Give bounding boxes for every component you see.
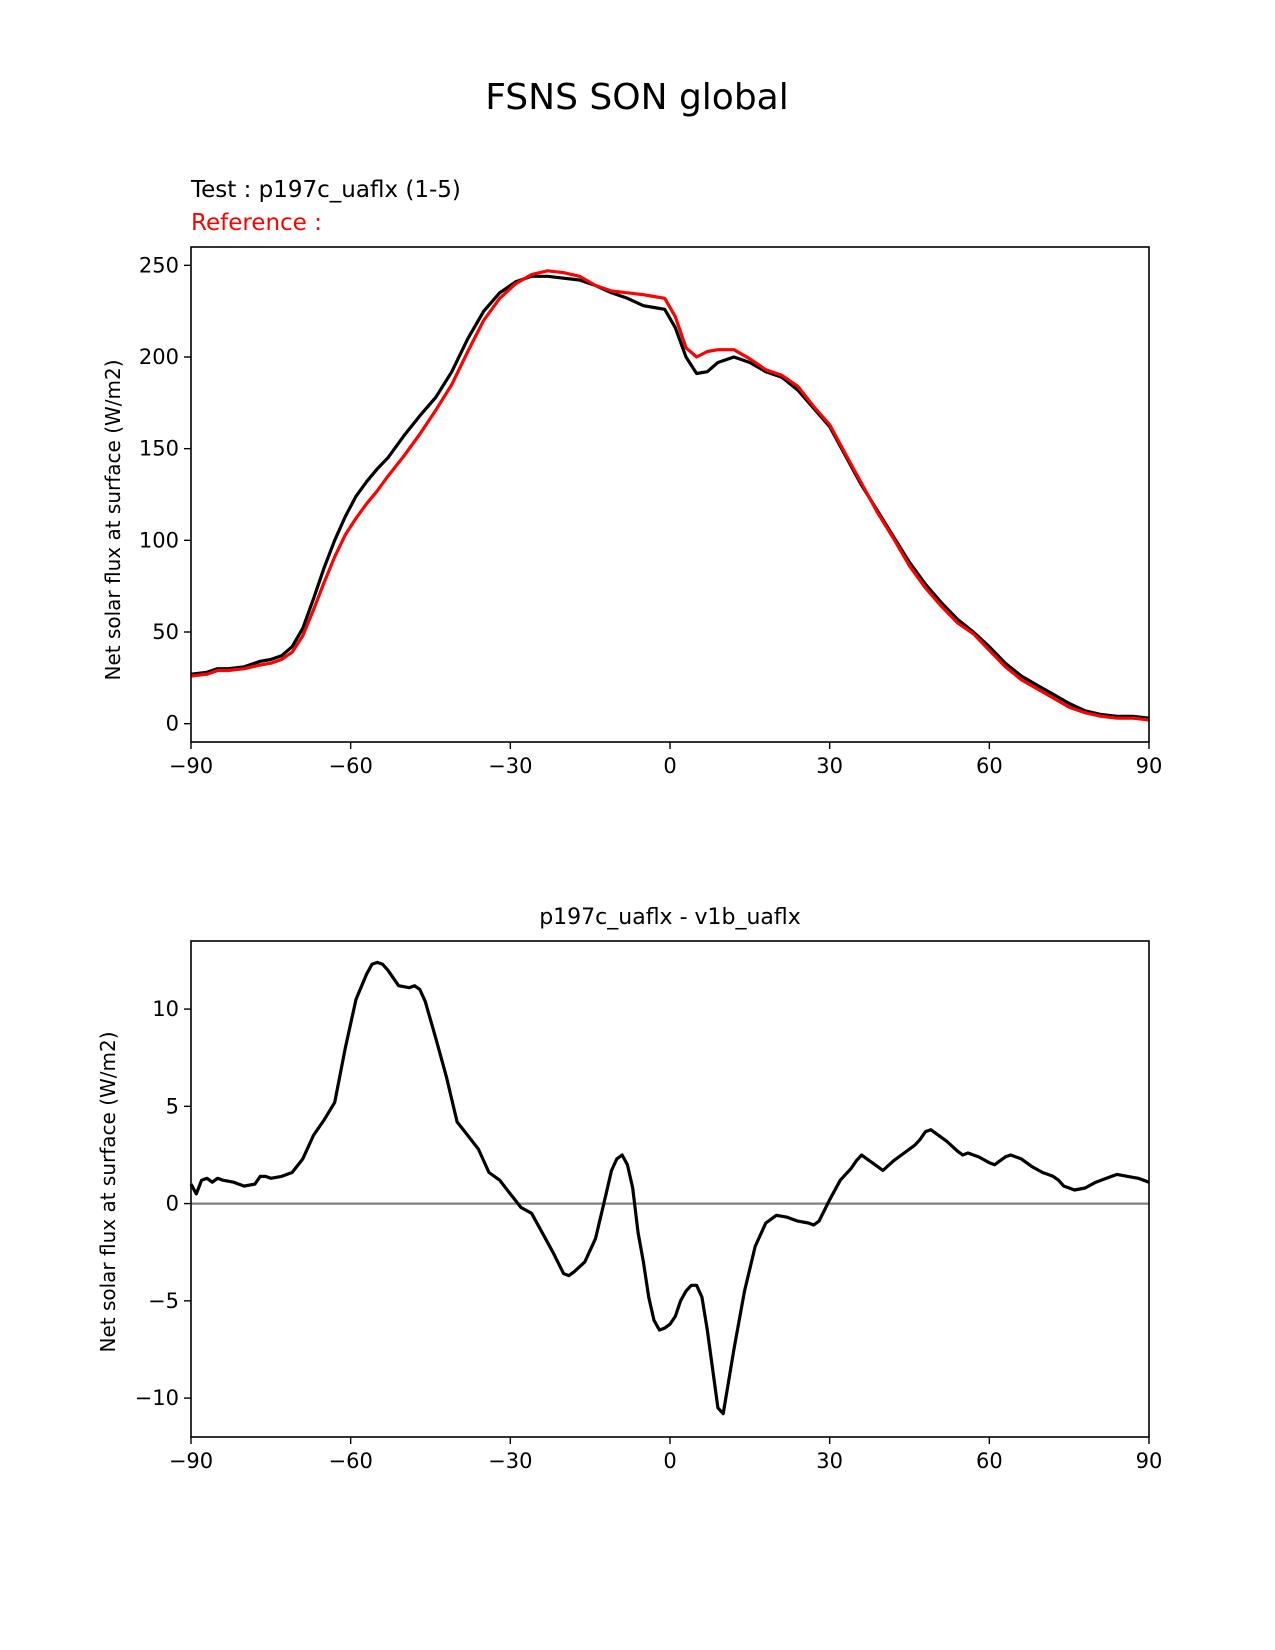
y-tick-label: 100 [139,528,179,552]
y-tick-label: 250 [139,253,179,277]
x-tick-label: −60 [329,754,373,778]
x-tick-label: 90 [1136,1449,1163,1473]
top-ylabel: Net solar flux at surface (W/m2) [101,359,125,680]
x-tick-label: 60 [976,1449,1003,1473]
y-tick-label: −5 [148,1289,179,1313]
bottom-title: p197c_uaflx - v1b_uaflx [539,905,801,930]
test-label: Test : p197c_uaflx (1-5) [190,177,461,203]
x-tick-label: 30 [816,1449,843,1473]
y-tick-label: 10 [152,997,179,1021]
x-tick-label: 0 [663,1449,676,1473]
y-tick-label: 0 [166,712,179,736]
test-series-line [190,274,1150,720]
y-tick-label: −10 [135,1386,179,1410]
x-tick-label: 60 [976,754,1003,778]
difference-series-line [189,960,1150,1416]
top-plot-area: −90 −60 −30 0 30 60 90 0 50 100 150 200 250 [139,246,1163,778]
x-tick-label: 90 [1136,754,1163,778]
x-tick-label: 30 [816,754,843,778]
x-tick-label: 0 [663,754,676,778]
y-tick-label: 150 [139,437,179,461]
reference-series-line [190,269,1150,722]
x-tick-label: −60 [329,1449,373,1473]
figure-title: FSNS SON global [485,77,789,118]
bottom-ylabel: Net solar flux at surface (W/m2) [96,1031,120,1352]
reference-label: Reference : [191,210,322,236]
y-tick-label: 5 [166,1094,179,1118]
bottom-panel: p197c_uaflx - v1b_uaflx −90 −60 −30 0 30 60 90… [96,905,1162,1473]
x-tick-label: −30 [488,754,532,778]
plot-frame [190,940,1150,1438]
x-tick-label: −90 [169,754,213,778]
bottom-plot-area: −90 −60 −30 0 30 60 90 −10 −5 0 5 10 [135,940,1163,1473]
x-tick-label: −30 [488,1449,532,1473]
y-tick-label: 0 [166,1192,179,1216]
y-tick-label: 200 [139,345,179,369]
x-tick-label: −90 [169,1449,213,1473]
y-tick-label: 50 [152,620,179,644]
top-panel: Test : p197c_uaflx (1-5) Reference : −90… [101,177,1162,778]
